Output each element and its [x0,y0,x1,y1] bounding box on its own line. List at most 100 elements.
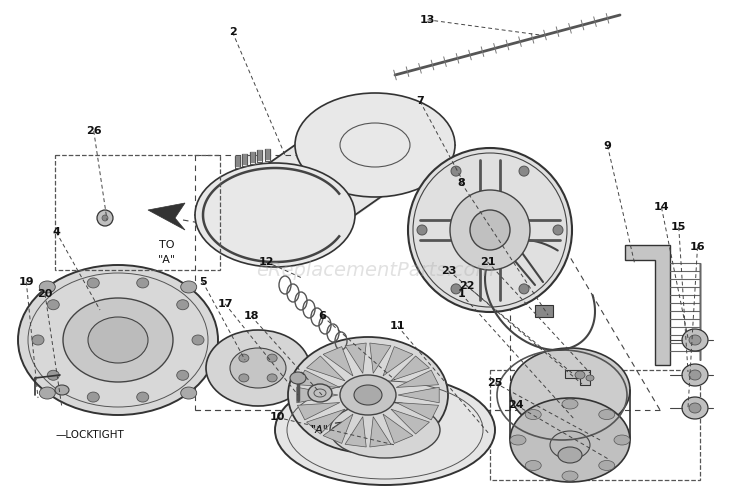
Ellipse shape [510,398,630,482]
Text: 7: 7 [416,96,424,106]
Ellipse shape [181,281,196,293]
Ellipse shape [340,375,396,415]
Polygon shape [148,203,185,230]
Text: 17: 17 [217,299,232,309]
Polygon shape [345,343,366,373]
Ellipse shape [525,460,542,470]
Ellipse shape [39,387,56,399]
Polygon shape [625,245,670,365]
Ellipse shape [562,471,578,481]
Ellipse shape [195,163,355,267]
Text: 14: 14 [654,203,669,212]
Text: TO: TO [159,240,175,250]
Polygon shape [396,370,439,387]
Text: 13: 13 [420,15,435,25]
Ellipse shape [450,190,530,270]
Ellipse shape [417,225,427,235]
Polygon shape [398,387,439,403]
Polygon shape [383,414,413,444]
Ellipse shape [39,281,56,293]
Polygon shape [565,370,590,385]
Text: 19: 19 [19,277,34,287]
Text: 6: 6 [319,311,326,321]
Ellipse shape [308,384,332,402]
Text: 9: 9 [604,141,611,151]
Ellipse shape [598,460,615,470]
Text: 15: 15 [671,222,686,232]
Ellipse shape [519,284,529,294]
Text: 20: 20 [38,289,52,299]
Ellipse shape [288,337,448,453]
Ellipse shape [689,335,701,345]
Text: 12: 12 [259,257,274,267]
Polygon shape [297,387,338,403]
Ellipse shape [558,447,582,463]
Ellipse shape [510,348,630,432]
Ellipse shape [32,335,44,345]
Ellipse shape [47,300,59,310]
Ellipse shape [136,278,148,288]
Ellipse shape [598,410,615,419]
Ellipse shape [330,402,440,458]
Polygon shape [307,409,345,434]
Polygon shape [370,343,391,373]
Ellipse shape [451,166,461,176]
Ellipse shape [238,374,249,382]
Ellipse shape [614,435,630,445]
Ellipse shape [206,330,310,406]
Ellipse shape [470,210,510,250]
Ellipse shape [230,348,286,388]
Text: 1: 1 [458,289,465,299]
Polygon shape [370,416,391,447]
Polygon shape [323,347,353,376]
Ellipse shape [267,354,278,362]
Ellipse shape [192,335,204,345]
Ellipse shape [87,392,99,402]
Text: 18: 18 [244,311,259,321]
Text: 16: 16 [690,242,705,252]
Ellipse shape [55,385,69,395]
Text: "A": "A" [158,255,176,265]
Polygon shape [298,370,340,387]
Text: 11: 11 [390,321,405,331]
Ellipse shape [553,225,563,235]
Ellipse shape [689,403,701,413]
Ellipse shape [295,93,455,197]
Text: 25: 25 [488,378,502,388]
Ellipse shape [575,371,585,379]
Text: 10: 10 [270,412,285,422]
Ellipse shape [451,284,461,294]
Text: 24: 24 [509,400,524,410]
Text: 23: 23 [441,266,456,276]
Polygon shape [391,356,430,381]
Ellipse shape [689,370,701,380]
Ellipse shape [290,372,306,384]
Text: 8: 8 [458,178,465,188]
Ellipse shape [97,210,113,226]
Polygon shape [345,416,366,447]
Polygon shape [383,347,413,376]
Text: 2: 2 [229,27,236,37]
Ellipse shape [102,215,108,221]
Ellipse shape [177,300,189,310]
Ellipse shape [87,278,99,288]
Polygon shape [307,356,345,381]
Ellipse shape [275,375,495,485]
Ellipse shape [177,370,189,380]
Text: "A": "A" [311,425,329,435]
Ellipse shape [354,385,382,405]
Polygon shape [396,403,439,420]
Ellipse shape [682,364,708,386]
Text: 4: 4 [53,227,60,237]
Ellipse shape [562,399,578,409]
Text: 21: 21 [480,257,495,267]
Ellipse shape [408,148,572,312]
Ellipse shape [550,431,590,459]
Ellipse shape [267,374,278,382]
Ellipse shape [88,317,148,363]
Bar [535,305,553,317]
Ellipse shape [63,298,173,382]
Polygon shape [298,403,340,420]
Text: 22: 22 [459,281,474,290]
Ellipse shape [18,265,218,415]
